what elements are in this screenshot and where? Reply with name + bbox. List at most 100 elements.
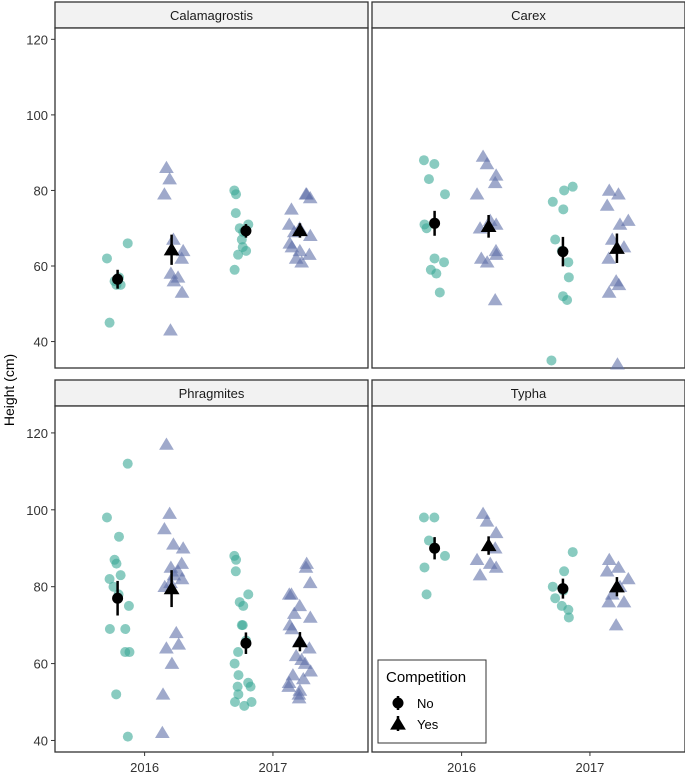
panel-title: Phragmites xyxy=(179,386,245,401)
data-point-no xyxy=(563,612,574,623)
data-point-yes xyxy=(159,641,174,654)
data-point-yes xyxy=(488,525,504,539)
data-point-yes xyxy=(157,187,172,200)
mean-marker-yes xyxy=(163,581,180,595)
data-point-yes xyxy=(620,572,636,585)
data-point-yes xyxy=(302,610,318,623)
data-point-yes xyxy=(166,232,181,245)
data-point-no xyxy=(122,238,133,249)
data-point-no xyxy=(239,700,250,711)
mean-marker-no xyxy=(429,542,441,554)
data-point-no xyxy=(243,589,254,600)
data-point-no xyxy=(233,647,244,658)
mean-marker-no xyxy=(112,273,124,285)
data-point-yes xyxy=(168,625,184,639)
panels-layer: Calamagrostis 40 60 80 100 120 Carex Phragmites… xyxy=(26,1,685,773)
data-point-yes xyxy=(479,157,495,170)
legend-yes-triangle xyxy=(390,716,406,730)
mean-marker-no xyxy=(240,637,252,649)
x-tick-label: 2016 xyxy=(130,760,159,773)
data-point-no xyxy=(232,681,243,692)
x-tick-label: 2017 xyxy=(575,760,604,773)
data-point-yes xyxy=(286,606,302,619)
mean-marker-no xyxy=(557,246,569,258)
mean-marker-yes xyxy=(480,538,497,552)
y-tick-label: 120 xyxy=(26,426,48,441)
mean-marker-yes xyxy=(163,242,180,256)
data-point-no xyxy=(229,658,240,669)
data-point-yes xyxy=(302,247,317,260)
data-point-no xyxy=(418,512,429,523)
data-point-no xyxy=(231,554,242,565)
data-point-no xyxy=(230,566,241,577)
data-point-no xyxy=(434,287,445,298)
data-point-yes xyxy=(472,568,488,581)
mean-marker-yes xyxy=(609,240,625,254)
data-point-no xyxy=(423,535,434,546)
data-point-yes xyxy=(479,255,495,268)
data-point-no xyxy=(562,295,573,305)
mean-marker-no xyxy=(112,592,124,604)
data-point-no xyxy=(108,581,119,592)
data-point-no xyxy=(567,181,578,192)
y-tick-label: 80 xyxy=(34,580,48,595)
mean-marker-yes xyxy=(292,634,308,648)
data-point-yes xyxy=(601,251,617,264)
data-point-no xyxy=(233,249,244,260)
data-point-yes xyxy=(284,621,300,635)
data-point-yes xyxy=(175,541,191,554)
panel-strip xyxy=(371,1,685,29)
data-point-no xyxy=(567,547,578,558)
y-tick-label: 40 xyxy=(34,733,48,748)
data-point-yes xyxy=(479,514,495,527)
data-point-no xyxy=(230,208,241,219)
data-point-yes xyxy=(610,357,625,370)
data-point-no xyxy=(122,458,133,469)
data-point-yes xyxy=(162,506,177,519)
data-point-yes xyxy=(601,595,617,608)
data-point-yes xyxy=(295,671,311,685)
data-point-yes xyxy=(303,664,318,677)
data-point-no xyxy=(429,159,440,169)
data-point-yes xyxy=(164,656,180,669)
data-point-yes xyxy=(291,691,307,704)
data-point-no xyxy=(559,185,570,196)
data-point-no xyxy=(439,257,450,268)
data-point-no xyxy=(236,234,247,245)
data-point-no xyxy=(559,566,570,577)
data-point-no xyxy=(104,317,115,328)
data-point-no xyxy=(123,600,134,611)
mean-marker-yes xyxy=(292,222,308,237)
data-point-yes xyxy=(487,175,503,189)
data-point-no xyxy=(120,647,131,658)
data-point-yes xyxy=(294,255,310,268)
data-point-no xyxy=(101,512,112,523)
data-point-no xyxy=(122,731,133,742)
data-point-no xyxy=(241,245,252,256)
data-point-no xyxy=(439,550,450,561)
data-point-yes xyxy=(163,323,178,336)
y-tick-label: 100 xyxy=(26,108,48,123)
data-point-yes xyxy=(302,191,318,204)
data-point-no xyxy=(104,623,115,634)
data-point-yes xyxy=(611,560,626,573)
y-tick-label: 40 xyxy=(34,335,48,350)
y-axis-title: Height (cm) xyxy=(1,354,17,426)
data-point-yes xyxy=(601,552,617,566)
data-point-yes xyxy=(175,243,191,257)
data-point-no xyxy=(101,253,112,264)
data-point-no xyxy=(229,697,240,708)
data-point-yes xyxy=(281,679,297,692)
legend-key-yes xyxy=(390,716,406,731)
data-point-yes xyxy=(489,247,504,260)
data-point-yes xyxy=(469,552,485,566)
panel-carex: Carex xyxy=(371,1,685,370)
panel-strip xyxy=(54,379,369,407)
data-point-no xyxy=(550,593,561,604)
legend-no-circle xyxy=(392,697,404,709)
data-point-yes xyxy=(601,285,617,298)
data-point-no xyxy=(423,174,434,185)
panel-phragmites: Phragmites 40 60 80 100 120 2016 2017 xyxy=(26,379,369,773)
data-point-no xyxy=(546,355,557,366)
data-point-no xyxy=(563,257,574,268)
